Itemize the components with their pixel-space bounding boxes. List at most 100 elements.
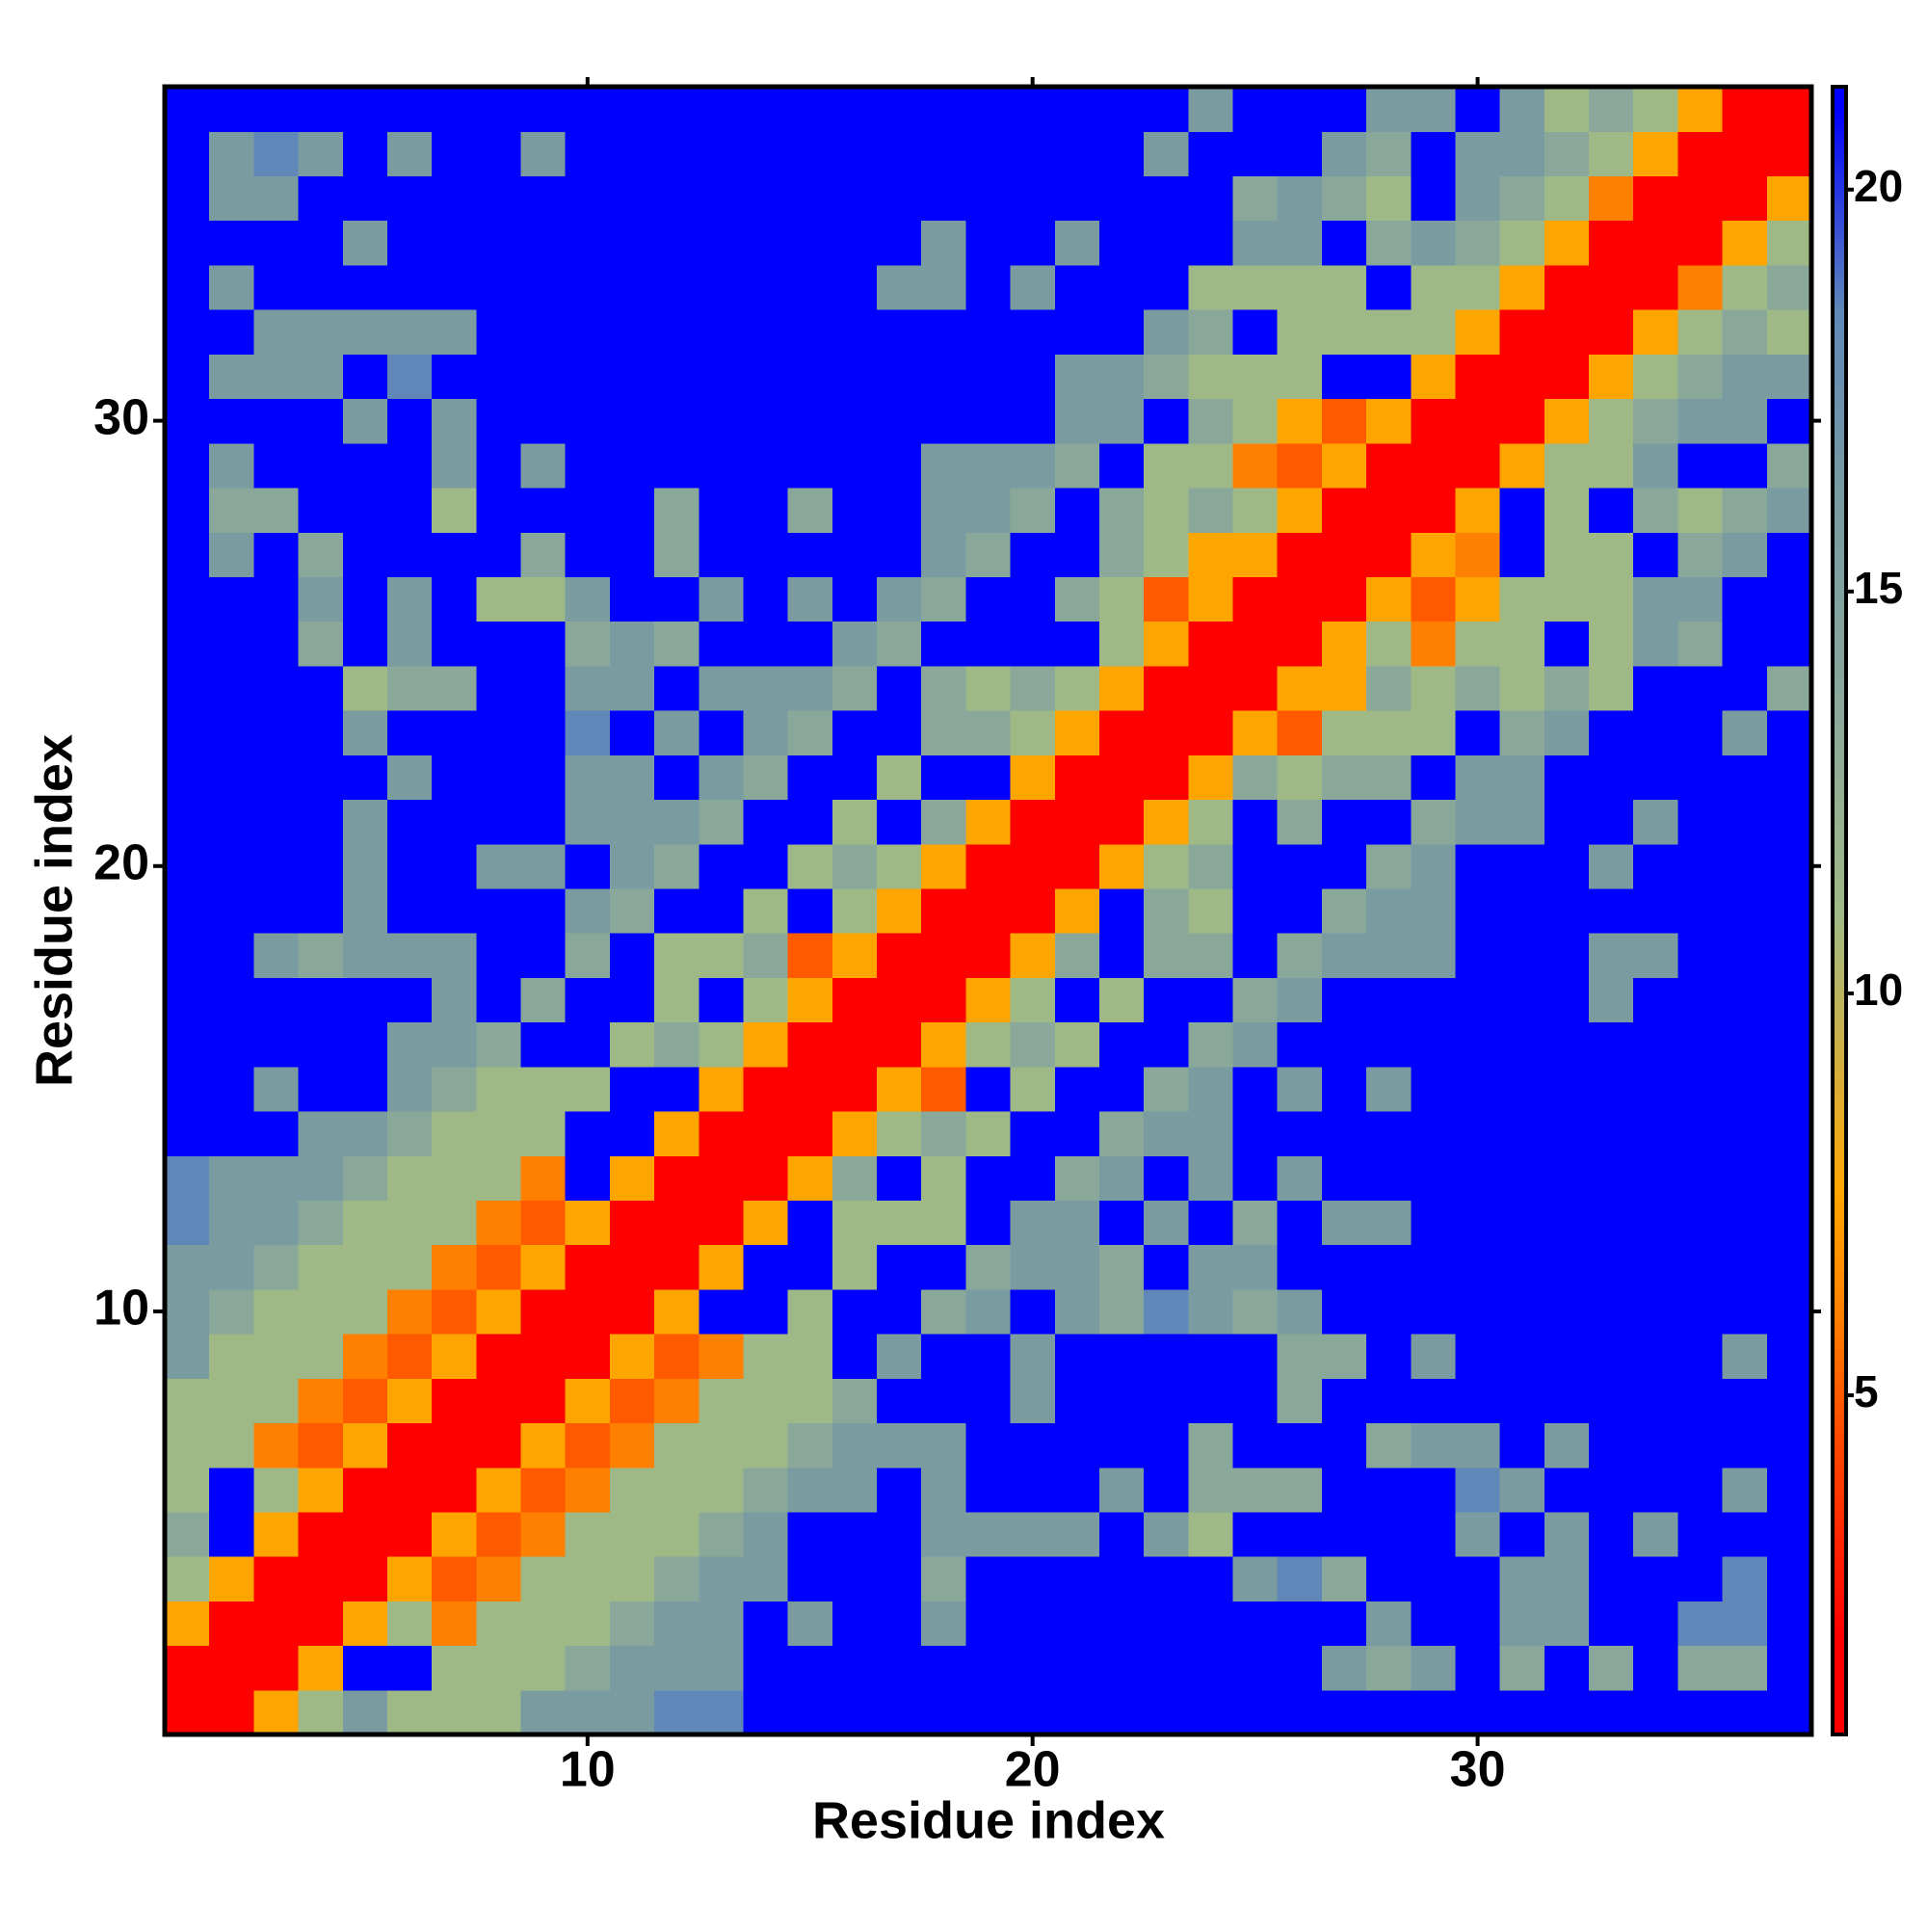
heatmap-cell xyxy=(1455,887,1501,934)
heatmap-cell xyxy=(1455,442,1501,489)
heatmap-cell xyxy=(1277,754,1323,801)
heatmap-cell xyxy=(1455,576,1501,622)
heatmap-cell xyxy=(1589,264,1634,310)
heatmap-cell xyxy=(699,621,745,667)
heatmap-cell xyxy=(1633,87,1679,132)
heatmap-cell xyxy=(342,1021,388,1068)
heatmap-cell xyxy=(1544,1556,1590,1601)
heatmap-cell xyxy=(1188,1601,1234,1647)
heatmap-cell xyxy=(342,398,388,444)
heatmap-cell xyxy=(1589,1556,1634,1601)
heatmap-cell xyxy=(1321,1378,1367,1424)
heatmap-cell xyxy=(432,799,477,845)
heatmap-cell xyxy=(1366,1422,1412,1469)
heatmap-cell xyxy=(1633,532,1679,577)
heatmap-cell xyxy=(1499,621,1545,667)
heatmap-cell xyxy=(209,710,254,755)
heatmap-cell xyxy=(609,264,655,310)
heatmap-cell xyxy=(1722,1645,1768,1691)
heatmap-cell xyxy=(1455,1511,1501,1557)
heatmap-cell xyxy=(832,175,878,222)
heatmap-cell xyxy=(1188,621,1234,667)
heatmap-cell xyxy=(1722,1467,1768,1513)
heatmap-cell xyxy=(565,1601,611,1647)
heatmap-cell xyxy=(965,710,1012,755)
heatmap-cell xyxy=(787,754,833,801)
heatmap-cell xyxy=(832,1244,878,1290)
heatmap-cell xyxy=(342,843,388,889)
heatmap-cell xyxy=(1321,131,1367,177)
heatmap-cell xyxy=(832,1378,878,1424)
heatmap-cell xyxy=(1589,1422,1634,1469)
heatmap-cell xyxy=(1188,1334,1234,1379)
heatmap-cell xyxy=(253,398,300,444)
heatmap-cell xyxy=(1054,1021,1100,1068)
heatmap-cell xyxy=(1499,887,1545,934)
heatmap-cell xyxy=(165,1244,210,1290)
heatmap-cell xyxy=(1232,933,1279,978)
heatmap-cell xyxy=(520,1288,567,1335)
heatmap-cell xyxy=(1766,1645,1812,1691)
heatmap-cell xyxy=(1766,264,1812,310)
heatmap-cell xyxy=(209,1556,254,1601)
heatmap-cell xyxy=(476,264,522,310)
heatmap-cell xyxy=(1544,1689,1590,1735)
heatmap-cell xyxy=(1499,977,1545,1023)
heatmap-cell xyxy=(965,175,1012,222)
heatmap-cell xyxy=(1232,354,1279,400)
heatmap-cell xyxy=(654,710,700,755)
heatmap-cell xyxy=(1589,1467,1634,1513)
heatmap-cell xyxy=(1188,576,1234,622)
heatmap-cell xyxy=(699,1200,745,1246)
heatmap-cell xyxy=(386,87,433,132)
heatmap-cell xyxy=(1277,710,1323,755)
heatmap-cell xyxy=(1277,398,1323,444)
heatmap-cell xyxy=(877,442,922,489)
heatmap-cell xyxy=(1722,398,1768,444)
heatmap-cell xyxy=(520,487,567,533)
heatmap-cell xyxy=(654,220,700,266)
heatmap-cell xyxy=(1366,1066,1412,1112)
heatmap-cell xyxy=(1677,621,1724,667)
heatmap-cell xyxy=(654,754,700,801)
heatmap-cell xyxy=(787,1601,833,1647)
heatmap-cell xyxy=(1321,1556,1367,1601)
heatmap-cell xyxy=(1054,1155,1100,1202)
heatmap-cell xyxy=(699,175,745,222)
heatmap-cell xyxy=(432,487,477,533)
heatmap-cell xyxy=(386,1155,433,1202)
heatmap-cell xyxy=(253,131,300,177)
heatmap-cell xyxy=(1677,1200,1724,1246)
heatmap-cell xyxy=(1499,1601,1545,1647)
heatmap-cell xyxy=(476,1645,522,1691)
heatmap-cell xyxy=(1455,87,1501,132)
x-tick-label: 10 xyxy=(560,1742,616,1798)
heatmap-cell xyxy=(1054,264,1100,310)
heatmap-cell xyxy=(832,442,878,489)
heatmap-cell xyxy=(1455,487,1501,533)
heatmap-cell xyxy=(1010,576,1056,622)
heatmap-cell xyxy=(1321,754,1367,801)
heatmap-cell xyxy=(609,220,655,266)
heatmap-cell xyxy=(476,354,522,400)
heatmap-cell xyxy=(1722,1021,1768,1068)
heatmap-cell xyxy=(609,754,655,801)
heatmap-cell xyxy=(520,398,567,444)
heatmap-cell xyxy=(1544,1422,1590,1469)
heatmap-cell xyxy=(609,1556,655,1601)
heatmap-cell xyxy=(1455,1200,1501,1246)
heatmap-cell xyxy=(1766,1155,1812,1202)
heatmap-cell xyxy=(877,1511,922,1557)
x-tick-label: 30 xyxy=(1450,1742,1506,1798)
heatmap-cell xyxy=(1366,1467,1412,1513)
heatmap-cell xyxy=(1321,1689,1367,1735)
heatmap-cell xyxy=(1188,977,1234,1023)
heatmap-cell xyxy=(654,1378,700,1424)
heatmap-cell xyxy=(1411,1066,1457,1112)
heatmap-cell xyxy=(787,843,833,889)
heatmap-cell xyxy=(965,398,1012,444)
heatmap-cell xyxy=(965,1021,1012,1068)
heatmap-cell xyxy=(1633,1467,1679,1513)
heatmap-cell xyxy=(965,799,1012,845)
heatmap-cell xyxy=(432,843,477,889)
